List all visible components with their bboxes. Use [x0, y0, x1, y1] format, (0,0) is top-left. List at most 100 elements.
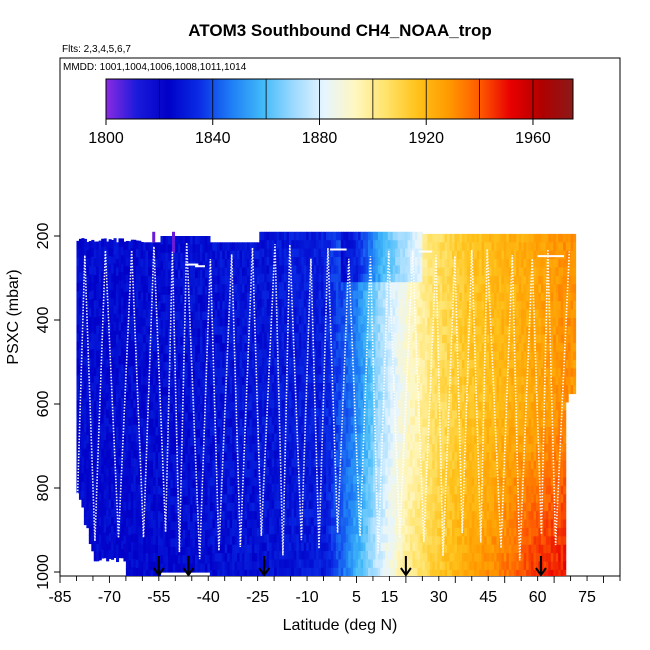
heatmap-cell: [138, 509, 142, 519]
heatmap-cell: [158, 343, 162, 353]
heatmap-cell: [93, 317, 97, 327]
heatmap-cell: [182, 303, 186, 313]
heatmap-cell: [138, 425, 142, 435]
heatmap-cell: [165, 521, 169, 531]
heatmap-cell: [140, 460, 144, 470]
heatmap-cell: [108, 457, 112, 467]
heatmap-cell: [118, 507, 122, 517]
heatmap-cell: [138, 501, 142, 511]
heatmap-cell: [172, 521, 176, 531]
heatmap-cell: [111, 483, 115, 493]
heatmap-cell: [162, 336, 167, 346]
heatmap-cell: [118, 313, 122, 323]
heatmap-cell: [108, 541, 112, 551]
heatmap-cell: [108, 331, 112, 341]
heatmap-cell: [83, 448, 87, 458]
heatmap-cell: [162, 420, 167, 430]
heatmap-cell: [96, 501, 100, 511]
heatmap-cell: [98, 442, 102, 452]
heatmap-cell: [170, 353, 174, 363]
heatmap-cell: [91, 449, 95, 459]
heatmap-cell: [96, 527, 100, 537]
heatmap-cell: [145, 452, 149, 462]
colorbar-bar: [105, 78, 574, 120]
heatmap-cell: [172, 496, 176, 506]
heatmap-cell: [91, 307, 95, 317]
heatmap-cell: [86, 435, 90, 445]
heatmap-cell: [177, 504, 181, 514]
heatmap-cell: [150, 477, 154, 487]
heatmap-cell: [116, 275, 120, 285]
heatmap-cell: [148, 511, 152, 521]
heatmap-cell: [170, 328, 174, 338]
heatmap-cell: [128, 468, 132, 477]
heatmap-cell: [180, 261, 184, 271]
heatmap-cell: [148, 275, 152, 285]
heatmap-cell: [98, 534, 102, 544]
heatmap-cell: [145, 460, 149, 470]
heatmap-cell: [170, 311, 174, 321]
heatmap-cell: [78, 272, 83, 282]
heatmap-cell: [167, 454, 171, 464]
heatmap-cell: [160, 387, 164, 397]
heatmap-cell: [153, 527, 157, 537]
heatmap-cell: [177, 479, 181, 489]
heatmap-cell: [116, 309, 120, 319]
heatmap-cell: [158, 317, 162, 327]
heatmap-cell: [96, 510, 100, 520]
heatmap-cell: [111, 323, 115, 333]
heatmap-cell: [180, 462, 184, 472]
heatmap-cell: [155, 536, 159, 546]
heatmap-cell: [160, 504, 164, 514]
heatmap-cell: [180, 538, 184, 548]
heatmap-cell: [98, 290, 102, 300]
heatmap-cell: [162, 462, 167, 472]
heatmap-cell: [91, 399, 95, 409]
heatmap-cell: [93, 275, 97, 285]
heatmap-cell: [86, 283, 90, 293]
heatmap-cell: [172, 311, 176, 321]
heatmap-cell: [167, 404, 171, 413]
heatmap-cell: [76, 484, 80, 494]
heatmap-cell: [153, 284, 157, 294]
heatmap-cell: [98, 366, 102, 376]
heatmap-cell: [133, 491, 137, 501]
heatmap-cell: [113, 431, 117, 441]
heatmap-cell: [143, 250, 147, 260]
heatmap-cell: [165, 278, 169, 287]
heatmap-cell: [160, 488, 164, 497]
heatmap-cell: [83, 499, 87, 509]
heatmap-cell: [138, 417, 142, 427]
heatmap-cell: [93, 468, 97, 478]
heatmap-cell: [150, 561, 154, 571]
heatmap-cell: [133, 449, 137, 459]
heatmap-cell: [148, 343, 152, 353]
heatmap-cell: [162, 252, 167, 262]
heatmap-cell: [182, 236, 186, 245]
heatmap-cell: [170, 378, 174, 388]
heatmap-cell: [180, 362, 184, 371]
heatmap-cell: [125, 274, 129, 284]
heatmap-cell: [165, 244, 169, 254]
heatmap-cell: [175, 286, 179, 296]
heatmap-cell: [93, 485, 97, 495]
heatmap-cell: [160, 320, 164, 329]
heatmap-cell: [93, 300, 97, 310]
heatmap-cell: [106, 266, 110, 276]
heatmap-cell: [180, 336, 184, 346]
heatmap-cell: [165, 303, 169, 313]
heatmap-cell: [96, 367, 100, 377]
heatmap-cell: [180, 387, 184, 397]
heatmap-cell: [130, 424, 134, 434]
heatmap-cell: [133, 264, 137, 274]
heatmap-cell: [145, 334, 149, 344]
heatmap-cell: [150, 393, 154, 403]
heatmap-cell: [135, 517, 139, 527]
heatmap-cell: [118, 339, 122, 349]
heatmap-cell: [108, 255, 112, 265]
heatmap-cell: [86, 250, 90, 260]
heatmap-cell: [153, 427, 157, 437]
heatmap-cell: [113, 271, 117, 281]
heatmap-cell: [93, 359, 97, 369]
heatmap-cell: [175, 513, 179, 523]
